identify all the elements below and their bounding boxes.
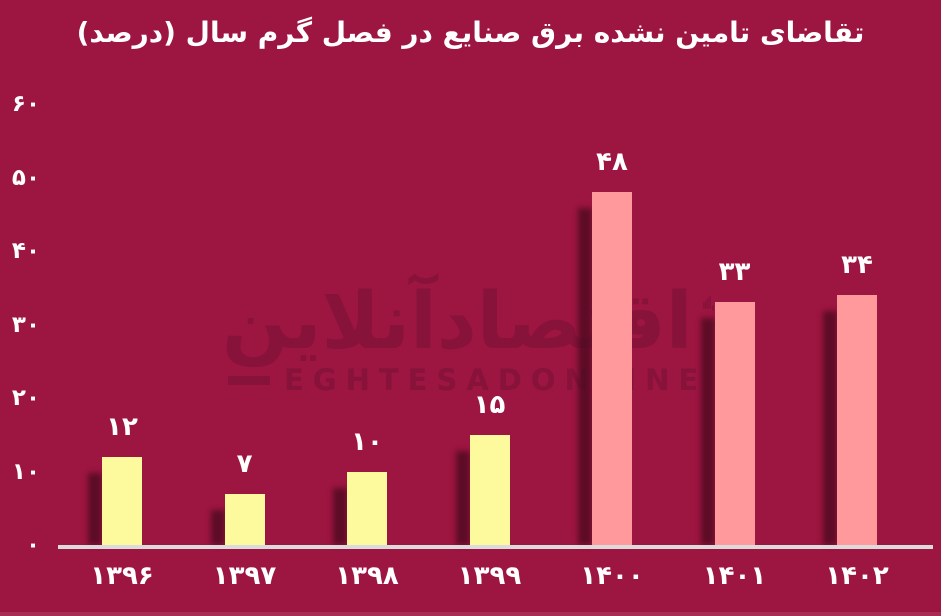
bar-shadow — [578, 208, 592, 545]
bar-value-label: ۴۸ — [596, 147, 628, 178]
y-tick-label: ۰ — [25, 532, 40, 558]
bar-shadow — [210, 509, 225, 545]
bar-value-label: ۱۵ — [473, 389, 506, 420]
eghtesadonline-logo-icon — [702, 295, 714, 311]
x-axis-label: ۱۴۰۱ — [702, 561, 767, 591]
y-tick-label: ۵۰ — [11, 164, 40, 191]
watermark: اقتصادآنلاین EGHTESADONLINE — [222, 243, 714, 397]
bar-7 — [837, 295, 877, 545]
x-axis-label: ۱۴۰۲ — [825, 561, 889, 591]
watermark-dash — [228, 375, 270, 385]
bar-shadow — [455, 450, 470, 545]
y-tick-label: ۳۰ — [11, 311, 40, 338]
y-tick-label: ۲۰ — [11, 385, 40, 411]
bar-1 — [102, 456, 142, 545]
y-tick-label: ۴۰ — [11, 238, 40, 264]
x-axis-label: ۱۳۹۶ — [90, 561, 154, 591]
bar-4 — [469, 434, 510, 545]
bar-shadow — [823, 311, 837, 545]
bottom-edge-highlight — [0, 612, 941, 616]
bar-shadow — [88, 472, 102, 545]
x-axis-line — [58, 545, 933, 549]
bar-value-label: ۳۳ — [718, 257, 751, 288]
bar-value-label: ۱۰ — [351, 426, 383, 457]
bar-5 — [592, 192, 632, 545]
bar-value-label: ۳۴ — [841, 250, 873, 281]
chart-title: تقاضای تامین نشده برق صنایع در فصل گرم س… — [76, 16, 865, 49]
bar-shadow — [700, 318, 715, 545]
bar-3 — [347, 471, 387, 545]
watermark-top-row: اقتصادآنلاین — [222, 243, 714, 361]
y-tick-label: ۶۰ — [11, 91, 40, 117]
x-axis-label: ۱۳۹۹ — [457, 561, 522, 591]
x-axis-label: ۱۳۹۸ — [335, 561, 399, 591]
bar-6 — [714, 302, 755, 545]
bar-2 — [224, 493, 265, 545]
x-axis-label: ۱۴۰۰ — [580, 561, 644, 591]
bar-shadow — [333, 487, 347, 545]
y-tick-label: ۱۰ — [11, 458, 40, 485]
bar-value-label: ۷ — [236, 448, 253, 479]
x-axis-label: ۱۳۹۷ — [212, 561, 277, 591]
bar-value-label: ۱۲ — [106, 411, 138, 442]
